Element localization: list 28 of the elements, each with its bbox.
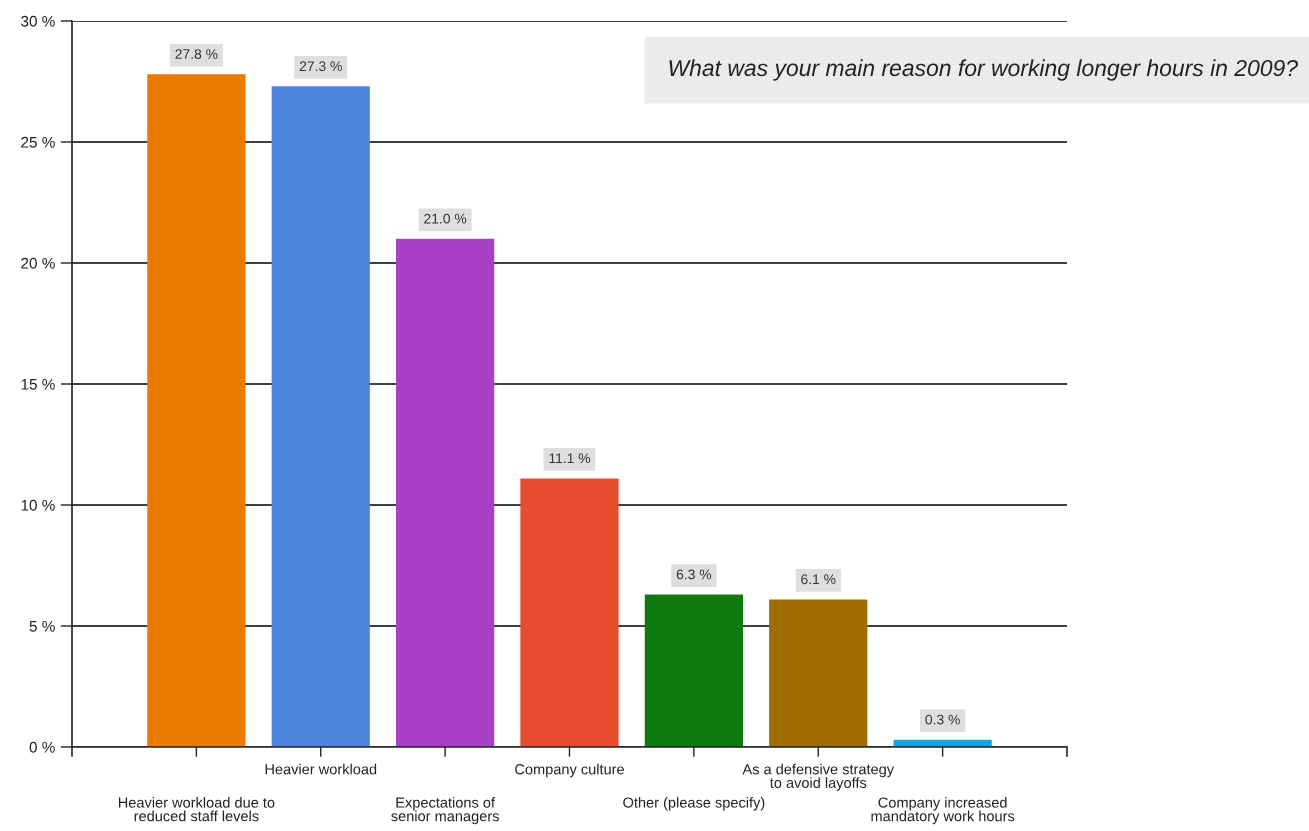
data-label: 27.3 % [299,61,342,72]
y-tick-label: 30 % [21,15,55,27]
y-tick-label: 20 % [21,257,55,269]
x-tick-label: Heavier workload [265,763,377,775]
data-label: 11.1 % [549,453,591,464]
y-tick-label: 25 % [21,136,55,148]
bar [520,478,619,747]
y-tick-label: 5 % [29,620,55,632]
bar [396,238,495,747]
x-tick-label: Other (please specify) [623,797,765,811]
bar [644,594,743,747]
y-tick-label: 15 % [21,378,55,390]
x-tick-label: Heavier workload due to reduced staff levels [118,797,275,822]
data-label: 6.1 % [801,574,836,585]
data-label: 0.3 % [925,714,960,725]
x-tick-label: As a defensive strategy to avoid layoffs [742,763,895,791]
x-tick-label: Expectations of senior managers [391,797,499,825]
data-label: 6.3 % [676,569,712,580]
bar [147,74,246,747]
bar [769,599,868,747]
data-label: 21.0 % [424,213,467,224]
x-tick-label: Company increased mandatory work hours [871,797,1015,825]
text: What was your main reason for working longer hours in 2009? [669,59,1298,81]
y-tick-label: 10 % [21,499,55,511]
x-tick-label: Company culture [515,763,624,778]
y-tick-label: 0 % [29,741,55,753]
bar [271,86,370,747]
data-label: 27.8 % [175,49,218,59]
